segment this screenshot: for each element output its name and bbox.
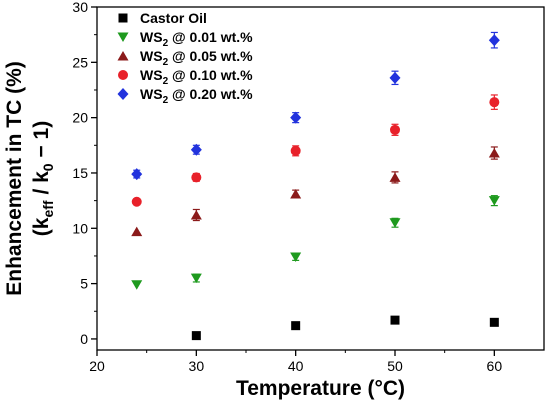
legend-label: WS2 @ 0.05 wt.% — [140, 48, 253, 68]
legend-label: WS2 @ 0.10 wt.% — [140, 67, 253, 87]
legend-item-4: WS2 @ 0.20 wt.% — [117, 86, 253, 106]
x-axis-title: Temperature (°C) — [236, 377, 405, 400]
y-tick-label: 30 — [72, 0, 88, 15]
series-2 — [131, 146, 500, 237]
legend-item-2: WS2 @ 0.05 wt.% — [117, 48, 253, 68]
legend: Castor Oil WS2 @ 0.01 wt.%WS2 @ 0.05 wt.%… — [117, 10, 253, 106]
x-tick-label: 30 — [189, 358, 205, 374]
legend-item-1: WS2 @ 0.01 wt.% — [117, 29, 253, 49]
data-point — [131, 226, 143, 237]
y-tick-label: 20 — [72, 110, 88, 126]
x-tick-label: 60 — [487, 358, 503, 374]
data-point — [191, 331, 201, 341]
series-1 — [131, 195, 500, 290]
plot-area — [131, 31, 500, 341]
y-tick-label: 5 — [80, 276, 88, 292]
y-axis-title-line2: (keff / k0 − 1) — [30, 121, 56, 236]
x-tick-label: 40 — [288, 358, 304, 374]
data-point — [290, 252, 302, 263]
data-point — [290, 188, 302, 199]
legend-item-0: Castor Oil — [118, 10, 207, 26]
y-tick-label: 15 — [72, 165, 88, 181]
series-0 — [191, 315, 499, 341]
legend-label: Castor Oil — [140, 10, 207, 26]
data-point — [290, 145, 301, 156]
data-point — [190, 143, 202, 156]
y-axis-title: Enhancement in TC (%) (keff / k0 − 1) — [3, 61, 56, 296]
x-tick-label: 20 — [89, 358, 105, 374]
data-point — [131, 280, 143, 290]
legend-marker — [118, 13, 128, 23]
data-point — [390, 124, 400, 135]
legend-label: WS2 @ 0.20 wt.% — [140, 86, 253, 106]
data-point — [489, 97, 500, 108]
data-point — [190, 210, 202, 220]
data-point — [131, 168, 143, 181]
data-point — [488, 196, 500, 206]
legend-label: WS2 @ 0.01 wt.% — [140, 29, 253, 49]
axes: 20 30 40 50 60 0 5 10 15 20 25 30 — [72, 0, 545, 374]
x-tick-label: 50 — [387, 358, 403, 374]
data-point — [191, 172, 202, 183]
plot-frame — [96, 6, 545, 351]
data-point — [131, 196, 142, 207]
legend-marker — [117, 88, 129, 100]
y-tick-label: 0 — [80, 331, 88, 347]
series-3 — [131, 94, 500, 207]
y-tick-label: 25 — [72, 54, 88, 70]
data-point — [489, 317, 499, 327]
data-point — [291, 321, 301, 331]
legend-item-3: WS2 @ 0.10 wt.% — [118, 67, 253, 87]
legend-marker — [117, 51, 129, 61]
data-point — [390, 315, 400, 325]
legend-marker — [118, 70, 128, 80]
series-4 — [131, 31, 500, 181]
data-point — [389, 71, 401, 84]
data-point — [488, 148, 500, 158]
legend-marker — [117, 32, 129, 42]
y-tick-label: 10 — [72, 220, 88, 236]
data-point — [389, 172, 401, 182]
y-axis-title-line1: Enhancement in TC (%) — [3, 61, 26, 296]
data-point — [290, 111, 302, 124]
data-point — [488, 34, 500, 47]
data-point — [389, 218, 401, 228]
data-point — [190, 273, 202, 284]
